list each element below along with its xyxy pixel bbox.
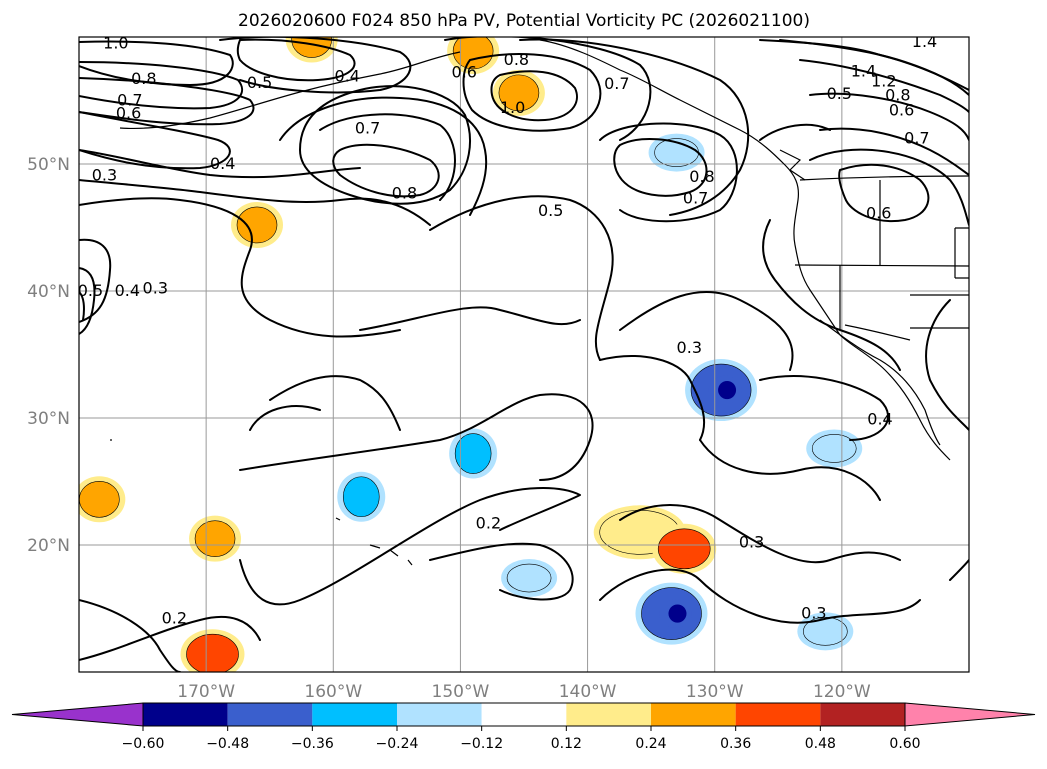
colorbar-tick-label: 0.48 xyxy=(805,736,836,752)
contour-label: 0.7 xyxy=(904,129,929,148)
pv-shaded-blob xyxy=(189,515,242,562)
pv-shaded-blob xyxy=(79,476,126,523)
contour-label: 0.4 xyxy=(115,281,140,300)
colorbar-segment xyxy=(481,703,567,726)
contour-label: 0.8 xyxy=(131,69,156,88)
lat-lon-gridlines xyxy=(79,37,969,672)
contour-label: 0.5 xyxy=(247,73,272,92)
pv-shaded-blob xyxy=(492,69,545,116)
contour-label: 0.6 xyxy=(866,204,891,223)
pv-shaded-blob xyxy=(635,582,708,645)
contour-label: 0.6 xyxy=(452,63,477,82)
y-tick-label: 50°N xyxy=(27,155,70,175)
pv-contour-lines xyxy=(79,37,969,672)
y-tick-label: 30°N xyxy=(27,409,70,429)
contour-label: 0.6 xyxy=(889,101,914,120)
contour-label: 0.8 xyxy=(885,86,910,105)
x-tick-label: 170°W xyxy=(177,682,235,702)
contour-label: 0.3 xyxy=(739,533,764,552)
y-tick-label: 20°N xyxy=(27,536,70,556)
colorbar-tick-label: 0.60 xyxy=(889,736,920,752)
contour-label: 0.3 xyxy=(143,279,168,298)
axis-tick-labels: 170°W 160°W 150°W 140°W 130°W 120°W 20°N 30°N 40… xyxy=(27,155,871,702)
contour-label: 0.3 xyxy=(92,166,117,185)
x-tick-label: 150°W xyxy=(432,682,490,702)
contour-label: 0.6 xyxy=(116,103,141,122)
x-tick-label: 130°W xyxy=(686,682,744,702)
contour-label: 0.5 xyxy=(538,201,563,220)
colorbar-tick-label: 0.36 xyxy=(720,736,751,752)
contour-label: 1.4 xyxy=(851,61,876,80)
colorbar-segment xyxy=(143,703,228,726)
x-tick-label: 140°W xyxy=(559,682,617,702)
contour-label: 0.7 xyxy=(683,188,708,207)
pv-shaded-blob xyxy=(180,629,245,672)
contour-label: 0.4 xyxy=(867,409,892,428)
contour-label: 0.3 xyxy=(801,604,826,623)
contour-label: 1.0 xyxy=(500,98,525,117)
contour-label: 0.7 xyxy=(117,91,142,110)
coastlines xyxy=(110,39,969,566)
colorbar-segment xyxy=(735,703,821,726)
contour-labels-layer: 1.00.8 0.50.70.60.4 0.60.81.00.70.51.41.20… xyxy=(78,32,937,628)
contour-label: 0.5 xyxy=(78,281,103,300)
contour-label: 1.2 xyxy=(871,72,896,91)
contour-label: 0.3 xyxy=(677,338,702,357)
colorbar-segment xyxy=(566,703,651,726)
chart-title: 2026020600 F024 850 hPa PV, Potential Vo… xyxy=(238,11,810,31)
x-tick-label: 120°W xyxy=(813,682,871,702)
colorbar-segment xyxy=(397,703,482,726)
colorbar-tick-label: −0.48 xyxy=(206,736,249,752)
pv-shading-layer xyxy=(79,37,863,672)
colorbar-tick-label: 0.12 xyxy=(551,736,582,752)
pv-shaded-blob xyxy=(501,559,558,598)
contour-label: 0.5 xyxy=(827,84,852,103)
colorbar-segment xyxy=(820,703,905,726)
contour-label: 0.8 xyxy=(392,183,417,202)
colorbar-tick-label: −0.60 xyxy=(122,736,165,752)
contour-label: 1.4 xyxy=(912,32,937,51)
pv-shaded-blob xyxy=(337,471,386,522)
colorbar-tick-label: −0.36 xyxy=(291,736,334,752)
map-plot-area: 1.00.8 0.50.70.60.4 0.60.81.00.70.51.41.20… xyxy=(78,32,970,673)
contour-label: 0.2 xyxy=(162,609,187,628)
contour-label: 0.8 xyxy=(689,167,714,186)
contour-label: 0.2 xyxy=(476,513,501,532)
colorbar-segment xyxy=(651,703,736,726)
x-tick-label: 160°W xyxy=(304,682,362,702)
contour-label: 0.7 xyxy=(355,119,380,138)
colorbar: −0.60 −0.48 −0.36 −0.24 −0.12 0.12 0.24 0.36 0.4… xyxy=(11,702,1036,752)
contour-label: 0.7 xyxy=(604,74,629,93)
colorbar-tick-label: −0.24 xyxy=(376,736,419,752)
contour-label: 0.4 xyxy=(210,154,235,173)
pv-shaded-blob xyxy=(449,428,498,479)
contour-label: 1.0 xyxy=(103,33,128,52)
contour-label: 0.8 xyxy=(504,50,529,69)
colorbar-tick-label: 0.24 xyxy=(635,736,666,752)
pv-shaded-blob xyxy=(652,523,717,574)
pv-shaded-blob xyxy=(231,201,283,248)
pv-shaded-blob xyxy=(806,429,863,468)
colorbar-segment xyxy=(227,703,313,726)
contour-label: 0.4 xyxy=(335,66,360,85)
y-tick-label: 40°N xyxy=(27,282,70,302)
pv-shaded-blob xyxy=(685,359,758,422)
colorbar-tick-label: −0.12 xyxy=(460,736,503,752)
colorbar-segment xyxy=(312,703,397,726)
